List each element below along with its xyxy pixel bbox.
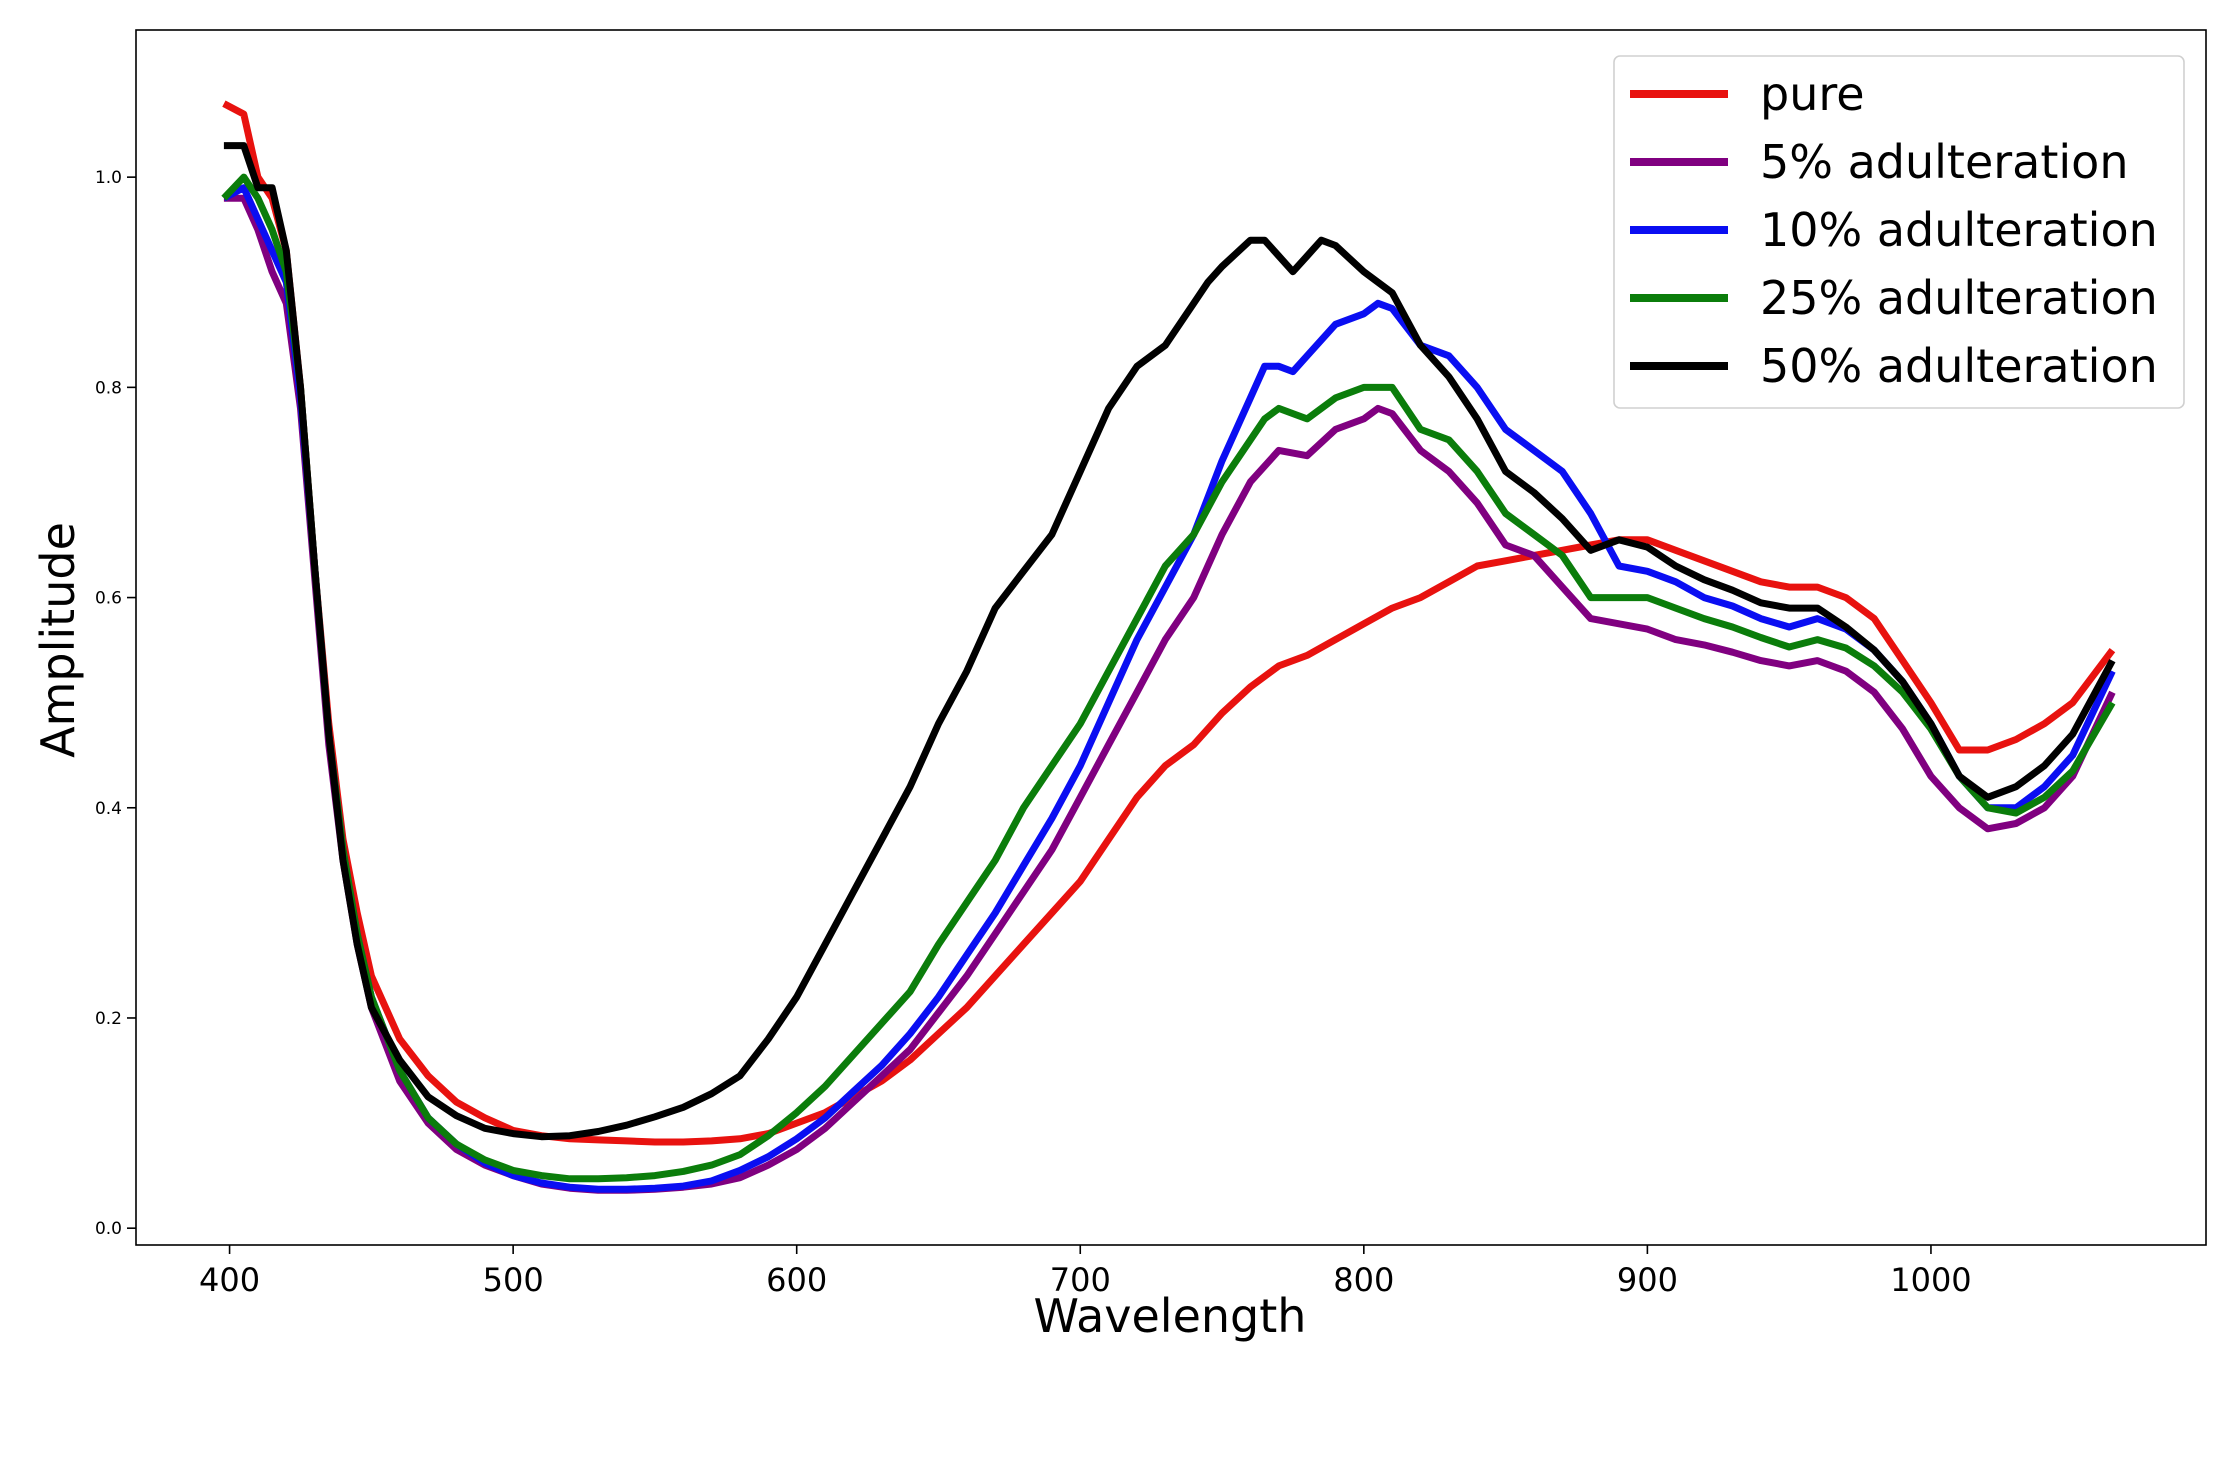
plot-frame xyxy=(135,29,2207,1246)
legend-label: 5% adulteration xyxy=(1760,135,2128,189)
series-lines xyxy=(221,100,2116,1194)
legend: pure 5% adulteration 10% adulteration 25% a… xyxy=(1613,55,2185,409)
legend-label: 50% adulteration xyxy=(1760,339,2158,393)
y-tick-label: 0.0 xyxy=(95,1219,122,1239)
x-axis-ticks: 400 500 600 700 800 900 1000 xyxy=(199,1245,1972,1299)
x-tick-label: 400 xyxy=(199,1261,260,1299)
y-tick-label: 0.4 xyxy=(95,799,122,819)
legend-label: pure xyxy=(1760,67,1865,121)
y-tick-label: 0.2 xyxy=(95,1009,122,1029)
legend-label: 25% adulteration xyxy=(1760,271,2158,325)
series-line-1 xyxy=(222,100,2116,1146)
y-axis-label: Amplitude xyxy=(31,522,85,758)
x-tick-label: 500 xyxy=(483,1261,544,1299)
legend-label: 10% adulteration xyxy=(1760,203,2158,257)
x-tick-label: 900 xyxy=(1617,1261,1678,1299)
y-tick-label: 0.8 xyxy=(95,378,122,398)
series-line-5 xyxy=(223,142,2116,1141)
x-tick-label: 1000 xyxy=(1890,1261,1971,1299)
legend-frame xyxy=(1613,55,2185,409)
y-axis-ticks: 0.0 0.2 0.4 0.6 0.8 1.0 xyxy=(95,168,136,1239)
y-tick-label: 1.0 xyxy=(95,168,122,188)
series-line-4 xyxy=(221,173,2116,1183)
series-line-2 xyxy=(223,194,2116,1194)
x-tick-label: 800 xyxy=(1333,1261,1394,1299)
x-tick-label: 600 xyxy=(766,1261,827,1299)
x-axis-label: Wavelength xyxy=(1034,1289,1307,1343)
y-tick-label: 0.6 xyxy=(95,589,122,609)
x-tick-label: 700 xyxy=(1050,1261,1111,1299)
